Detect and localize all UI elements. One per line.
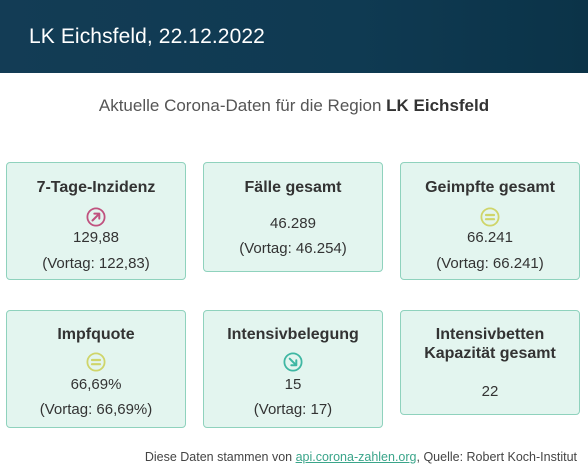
intro-prefix: Aktuelle Corona-Daten für die Region xyxy=(98,96,387,115)
card-prev-value: (Vortag: 122,83) xyxy=(42,255,150,272)
footer-prefix: Diese Daten stammen von xyxy=(144,450,296,464)
card-faelle: Fälle gesamt 46.289 (Vortag: 46.254) xyxy=(203,162,383,272)
source-footer: Diese Daten stammen von api.corona-zahle… xyxy=(145,450,577,464)
arrow-up-right-icon xyxy=(86,207,106,227)
equals-icon xyxy=(86,352,106,372)
card-prev-value: (Vortag: 66,69%) xyxy=(39,401,153,418)
card-intensivbetten-kapazitaet: Intensivbetten Kapazität gesamt 22 xyxy=(400,310,580,415)
card-geimpfte: Geimpfte gesamt 66.241 (Vortag: 66.241) xyxy=(400,162,580,280)
card-title-line1: Intensivbetten xyxy=(435,326,545,343)
equals-icon xyxy=(480,207,500,227)
card-value: 22 xyxy=(481,383,499,400)
intro-text: Aktuelle Corona-Daten für die Region LK … xyxy=(0,96,588,116)
arrow-down-right-icon xyxy=(283,352,303,372)
page-title: LK Eichsfeld, 22.12.2022 xyxy=(29,24,265,48)
intro-region: LK Eichsfeld xyxy=(386,96,490,115)
card-title: 7-Tage-Inzidenz xyxy=(36,179,156,196)
card-value: 15 xyxy=(284,376,302,393)
card-value: 129,88 xyxy=(73,229,119,246)
card-value: 66.241 xyxy=(467,229,513,246)
card-prev-value: (Vortag: 46.254) xyxy=(239,240,347,257)
card-title-line2: Kapazität gesamt xyxy=(424,345,556,362)
card-impfquote: Impfquote 66,69% (Vortag: 66,69%) xyxy=(6,310,186,428)
api-link[interactable]: api.corona-zahlen.org xyxy=(295,450,417,464)
footer-suffix: , Quelle: Robert Koch-Institut xyxy=(416,450,578,464)
card-inzidenz: 7-Tage-Inzidenz 129,88 (Vortag: 122,83) xyxy=(6,162,186,280)
card-title: Fälle gesamt xyxy=(244,179,342,196)
card-value: 66,69% xyxy=(70,376,122,393)
header-bar: LK Eichsfeld, 22.12.2022 xyxy=(0,0,588,73)
card-prev-value: (Vortag: 17) xyxy=(253,401,333,418)
card-title: Intensivbelegung xyxy=(227,326,359,343)
card-value: 46.289 xyxy=(270,215,316,232)
card-intensivbelegung: Intensivbelegung 15 (Vortag: 17) xyxy=(203,310,383,428)
card-title: Impfquote xyxy=(57,326,135,343)
card-title: Geimpfte gesamt xyxy=(425,179,555,196)
card-prev-value: (Vortag: 66.241) xyxy=(436,255,544,272)
